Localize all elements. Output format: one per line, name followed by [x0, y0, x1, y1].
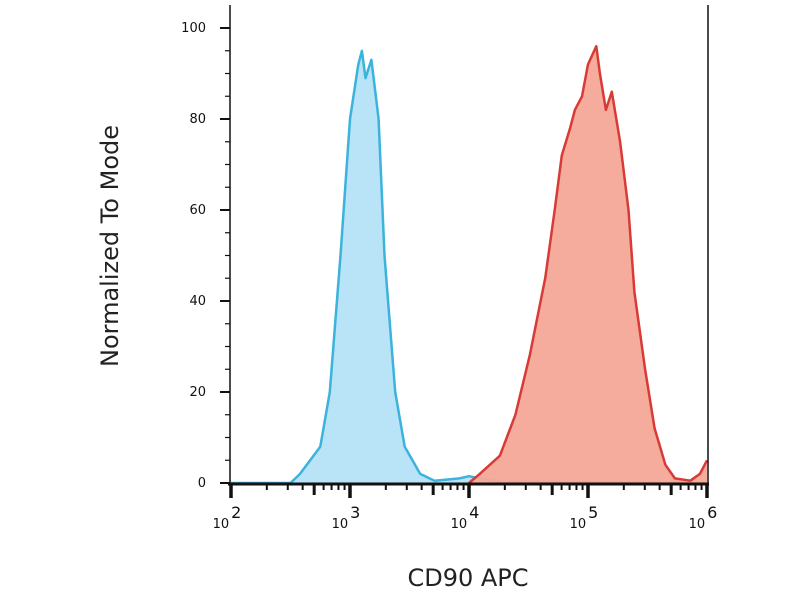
- x-tick-base: 10: [213, 517, 230, 532]
- series-area-0: [231, 50, 707, 484]
- x-tick-base: 10: [451, 517, 468, 532]
- y-axis-label: Normalized To Mode: [96, 125, 124, 367]
- x-tick-base: 10: [689, 517, 706, 532]
- x-tick-exponent: 5: [588, 503, 598, 522]
- y-tick-label: 40: [189, 294, 206, 309]
- x-tick-exponent: 6: [707, 503, 717, 522]
- y-tick-label: 80: [189, 112, 206, 127]
- x-tick-base: 10: [570, 517, 587, 532]
- x-tick-label: 105: [570, 503, 599, 532]
- y-tick-label: 100: [181, 21, 206, 36]
- x-tick-label: 106: [689, 503, 718, 532]
- x-axis-label: CD90 APC: [407, 564, 528, 592]
- x-tick-label: 103: [332, 503, 361, 532]
- x-tick-exponent: 4: [469, 503, 479, 522]
- x-tick-label: 102: [213, 503, 242, 532]
- series-area-1: [469, 46, 707, 483]
- y-tick-label: 0: [198, 476, 206, 491]
- series-line-1: [468, 44, 709, 484]
- x-tick-exponent: 2: [231, 503, 241, 522]
- y-tick-label: 60: [189, 203, 206, 218]
- y-tick-label: 20: [189, 385, 206, 400]
- x-tick-base: 10: [332, 517, 349, 532]
- x-tick-label: 104: [451, 503, 480, 532]
- series-line-0: [231, 49, 708, 485]
- series-layer: [231, 44, 709, 485]
- x-tick-exponent: 3: [350, 503, 360, 522]
